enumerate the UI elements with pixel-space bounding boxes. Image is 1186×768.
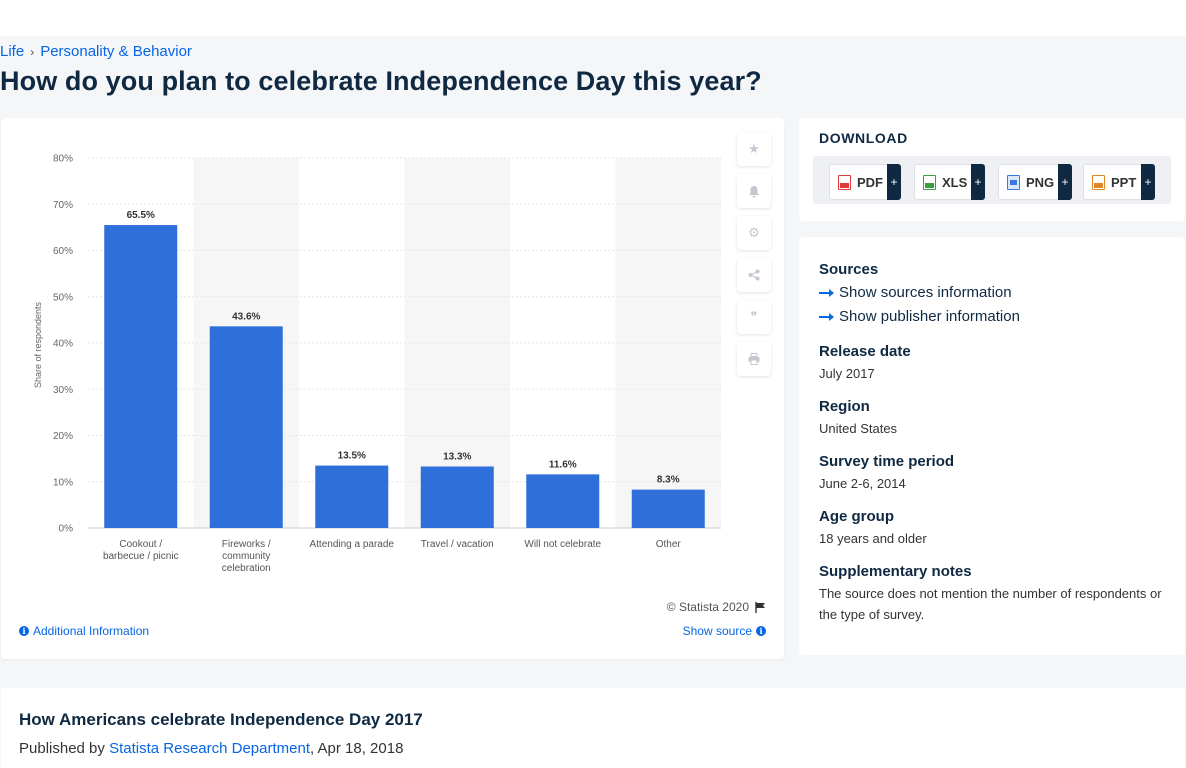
plus-icon: + bbox=[1141, 164, 1155, 200]
copyright-text: © Statista 2020 bbox=[666, 600, 749, 614]
chevron-right-icon: › bbox=[30, 44, 35, 59]
plus-icon: + bbox=[1058, 164, 1072, 200]
bar bbox=[526, 474, 600, 528]
x-tick-label: Will not celebrate bbox=[524, 539, 601, 550]
quote-icon[interactable]: ❞ bbox=[737, 300, 771, 334]
show-sources-link[interactable]: Show sources information bbox=[819, 284, 1012, 301]
publisher-link[interactable]: Statista Research Department bbox=[109, 740, 311, 757]
show-source-label: Show source bbox=[682, 624, 752, 638]
data-label: 11.6% bbox=[549, 459, 577, 470]
y-tick-label: 10% bbox=[53, 477, 73, 488]
download-panel: DOWNLOAD PDF + XLS + PNG + PPT + bbox=[799, 118, 1185, 221]
png-file-icon bbox=[1007, 174, 1020, 190]
download-png-button[interactable]: PNG + bbox=[998, 164, 1072, 200]
y-tick-label: 50% bbox=[53, 292, 73, 303]
published-by-line: Published by Statista Research Departmen… bbox=[19, 740, 403, 757]
y-tick-label: 40% bbox=[53, 339, 73, 350]
supplementary-notes-value: The source does not mention the number o… bbox=[819, 586, 1162, 622]
breadcrumb-item-personality[interactable]: Personality & Behavior bbox=[40, 43, 192, 60]
chart-toolbar: ★ ⚙ ❞ bbox=[737, 132, 771, 384]
show-sources-label: Show sources information bbox=[839, 284, 1012, 301]
png-label: PNG bbox=[1026, 174, 1055, 190]
additional-information-link[interactable]: i Additional Information bbox=[19, 624, 149, 638]
flag-icon[interactable] bbox=[755, 601, 766, 613]
download-pdf-button[interactable]: PDF + bbox=[829, 164, 901, 200]
data-label: 13.5% bbox=[338, 451, 366, 462]
download-xls-button[interactable]: XLS + bbox=[914, 164, 985, 200]
bell-icon[interactable] bbox=[737, 174, 771, 208]
show-source-link[interactable]: Show source i bbox=[683, 624, 766, 638]
bar bbox=[209, 326, 283, 528]
data-label: 65.5% bbox=[127, 210, 155, 221]
statistic-details-panel: Sources Show sources information Show pu… bbox=[799, 237, 1185, 655]
additional-information-label: Additional Information bbox=[33, 624, 150, 638]
data-label: 43.6% bbox=[232, 311, 260, 322]
release-date-heading: Release date bbox=[819, 343, 911, 360]
x-tick-label: Cookout / barbecue / picnic bbox=[103, 539, 179, 562]
download-title: DOWNLOAD bbox=[819, 130, 908, 146]
print-icon[interactable] bbox=[737, 342, 771, 376]
chart-card: 0% 10% 20% 30% 40% 50% 60% 70% 80% Share of respo… bbox=[1, 118, 784, 659]
x-tick-label: Fireworks / community celebration bbox=[222, 539, 271, 574]
show-publisher-link[interactable]: Show publisher information bbox=[819, 308, 1020, 325]
share-icon[interactable] bbox=[737, 258, 771, 292]
show-publisher-label: Show publisher information bbox=[839, 308, 1020, 325]
y-axis-title: Share of respondents bbox=[33, 301, 43, 388]
star-icon[interactable]: ★ bbox=[737, 132, 771, 166]
info-icon: i bbox=[756, 626, 766, 636]
region-heading: Region bbox=[819, 398, 870, 415]
y-tick-label: 0% bbox=[59, 524, 74, 535]
pdf-label: PDF bbox=[857, 174, 883, 190]
xls-file-icon bbox=[923, 174, 936, 190]
breadcrumb-item-life[interactable]: Life bbox=[0, 43, 25, 60]
data-label: 8.3% bbox=[657, 475, 680, 486]
y-tick-label: 70% bbox=[53, 200, 73, 211]
pdf-file-icon bbox=[838, 174, 851, 190]
plus-icon: + bbox=[971, 164, 985, 200]
y-tick-label: 20% bbox=[53, 431, 73, 442]
statistic-title: How Americans celebrate Independence Day… bbox=[19, 710, 423, 729]
ppt-file-icon bbox=[1092, 174, 1105, 190]
sources-heading: Sources bbox=[819, 261, 879, 278]
age-group-heading: Age group bbox=[819, 508, 894, 525]
release-date-value: July 2017 bbox=[819, 366, 875, 381]
gear-icon[interactable]: ⚙ bbox=[737, 216, 771, 250]
supplementary-notes-heading: Supplementary notes bbox=[819, 563, 972, 580]
bar bbox=[631, 489, 705, 528]
breadcrumb: Life › Personality & Behavior bbox=[0, 43, 192, 60]
published-prefix: Published by bbox=[19, 740, 105, 757]
arrow-right-icon bbox=[819, 288, 834, 297]
bar-chart: 0% 10% 20% 30% 40% 50% 60% 70% 80% Share of respo… bbox=[33, 154, 721, 574]
ppt-label: PPT bbox=[1111, 174, 1137, 190]
top-navigation-bar bbox=[0, 0, 1186, 36]
age-group-value: 18 years and older bbox=[819, 531, 927, 546]
y-tick-label: 80% bbox=[53, 154, 73, 165]
bar bbox=[420, 466, 494, 528]
bar bbox=[104, 225, 178, 528]
x-tick-label: Travel / vacation bbox=[421, 539, 494, 550]
x-tick-label: Other bbox=[656, 539, 682, 550]
survey-period-value: June 2-6, 2014 bbox=[819, 476, 906, 491]
x-tick-label: Attending a parade bbox=[309, 539, 394, 550]
download-buttons-row: PDF + XLS + PNG + PPT + bbox=[813, 156, 1171, 204]
download-ppt-button[interactable]: PPT + bbox=[1083, 164, 1155, 200]
copyright-notice: © Statista 2020 bbox=[667, 600, 766, 614]
info-icon: i bbox=[19, 626, 29, 636]
published-date: , Apr 18, 2018 bbox=[310, 740, 404, 757]
statistic-summary: How Americans celebrate Independence Day… bbox=[1, 688, 1185, 768]
xls-label: XLS bbox=[942, 174, 968, 190]
bar bbox=[315, 465, 389, 528]
data-label: 13.3% bbox=[443, 451, 471, 462]
survey-period-heading: Survey time period bbox=[819, 453, 955, 470]
plus-icon: + bbox=[887, 164, 901, 200]
y-tick-label: 60% bbox=[53, 246, 73, 257]
y-tick-label: 30% bbox=[53, 385, 73, 396]
region-value: United States bbox=[819, 421, 898, 436]
page-title: How do you plan to celebrate Independenc… bbox=[0, 66, 762, 96]
arrow-right-icon bbox=[819, 312, 834, 321]
